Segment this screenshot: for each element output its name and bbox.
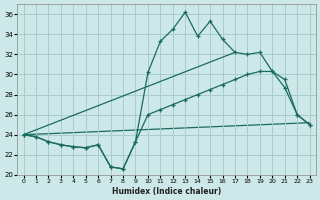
X-axis label: Humidex (Indice chaleur): Humidex (Indice chaleur) [112,187,221,196]
